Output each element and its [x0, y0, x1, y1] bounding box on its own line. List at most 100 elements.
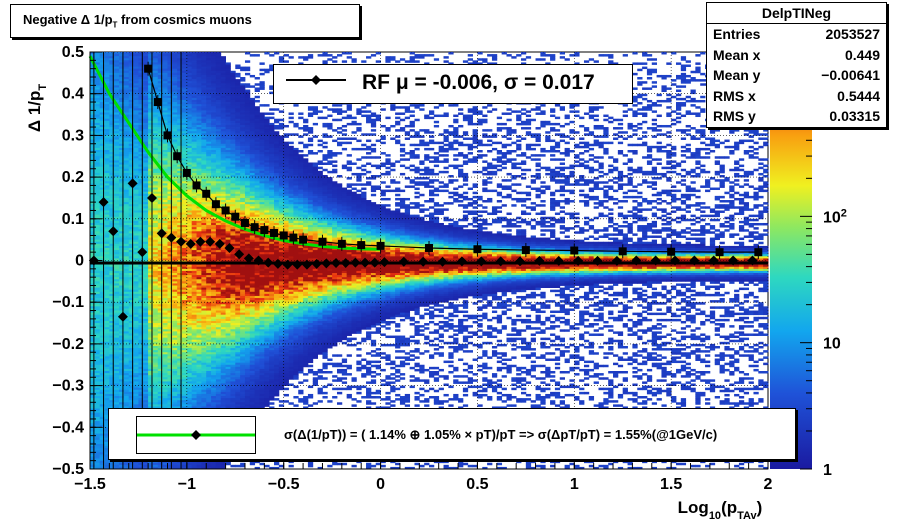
sigma-marker	[357, 241, 366, 250]
stats-row-mean-x: Mean x 0.449	[707, 45, 886, 66]
mean-marker	[611, 255, 622, 266]
sigma-marker	[279, 231, 288, 240]
resolution-legend-text: σ(Δ(1/pT)) = ( 1.14% ⊕ 1.05% × pT)/pT =>…	[284, 427, 718, 442]
stats-label: RMS y	[713, 108, 756, 125]
colorbar-label: 10	[823, 336, 841, 353]
sigma-marker	[299, 235, 308, 244]
sigma-marker	[153, 98, 162, 107]
mean-marker	[515, 256, 526, 267]
mean-marker	[146, 192, 157, 203]
colorbar-label: 102	[823, 207, 847, 226]
mean-marker	[253, 255, 264, 266]
sigma-marker	[144, 64, 153, 73]
title-box: Negative Δ 1/pT from cosmics muons	[10, 4, 360, 38]
chart-title: Negative Δ 1/pT from cosmics muons	[23, 12, 252, 30]
x-tick-label: 1	[570, 476, 579, 493]
sigma-marker	[570, 246, 579, 255]
mean-marker	[728, 255, 739, 266]
mean-marker	[166, 232, 177, 243]
x-tick-label: −1.5	[74, 476, 106, 493]
mean-marker	[108, 226, 119, 237]
fit-legend-marker	[286, 75, 346, 85]
sigma-marker	[376, 241, 385, 250]
sigma-marker	[667, 247, 676, 256]
mean-marker	[234, 249, 245, 260]
sigma-marker	[182, 168, 191, 177]
mean-marker	[398, 256, 409, 267]
stats-label: Mean y	[713, 67, 761, 84]
mean-marker	[747, 255, 758, 266]
x-tick-label: 2	[764, 476, 773, 493]
mean-marker	[476, 256, 487, 267]
resolution-legend-sample	[136, 416, 256, 454]
mean-marker	[214, 238, 225, 249]
sigma-marker	[715, 248, 724, 257]
mean-marker	[185, 238, 196, 249]
stats-label: Mean x	[713, 46, 761, 63]
sigma-marker	[221, 206, 230, 215]
mean-marker	[205, 236, 216, 247]
sigma-marker	[260, 226, 269, 235]
sigma-marker	[754, 248, 763, 257]
y-tick-label: −0.2	[52, 336, 84, 353]
sigma-marker	[231, 212, 240, 221]
mean-marker	[350, 257, 361, 268]
mean-marker	[311, 258, 322, 269]
sigma-marker	[163, 131, 172, 140]
stats-label: RMS x	[713, 87, 756, 104]
mean-marker	[689, 255, 700, 266]
mean-marker	[137, 247, 148, 258]
y-tick-label: −0.1	[52, 294, 84, 311]
colorbar-label: 1	[823, 462, 832, 479]
y-tick-label: 0.3	[62, 127, 84, 144]
grid-lines	[89, 51, 769, 470]
sigma-marker	[473, 245, 482, 254]
mean-marker	[156, 228, 167, 239]
sigma-marker	[240, 218, 249, 227]
x-tick-label: −1	[178, 476, 196, 493]
sigma-marker	[270, 228, 279, 237]
y-tick-label: −0.5	[52, 461, 84, 478]
y-tick-label: 0.4	[62, 86, 84, 103]
mean-marker	[437, 256, 448, 267]
y-tick-label: 0.1	[62, 211, 84, 228]
mean-marker	[456, 256, 467, 267]
mean-marker	[272, 258, 283, 269]
mean-marker	[708, 255, 719, 266]
mean-marker	[650, 255, 661, 266]
y-tick-label: 0	[75, 253, 84, 270]
sigma-marker	[192, 181, 201, 190]
sigma-marker	[318, 237, 327, 246]
mean-marker	[224, 242, 235, 253]
mean-marker	[98, 197, 109, 208]
stats-row-rms-y: RMS y 0.03315	[707, 106, 886, 127]
stats-box: DelpTINeg Entries 2053527 Mean x 0.449 Mea…	[706, 2, 887, 128]
stats-row-rms-x: RMS x 0.5444	[707, 86, 886, 107]
fit-legend-text: RF μ = -0.006, σ = 0.017	[362, 71, 595, 94]
mean-marker	[573, 255, 584, 266]
mean-marker	[592, 255, 603, 266]
mean-marker	[282, 259, 293, 270]
stats-value: −0.00641	[821, 67, 880, 84]
sigma-marker	[289, 233, 298, 242]
stats-row-entries: Entries 2053527	[707, 24, 886, 45]
y-tick-label: −0.3	[52, 378, 84, 395]
resolution-legend-box: σ(Δ(1/pT)) = ( 1.14% ⊕ 1.05% × pT)/pT =>…	[108, 408, 796, 460]
y-tick-label: 0.5	[62, 44, 84, 61]
stats-value: 0.449	[844, 46, 880, 63]
stats-value: 0.5444	[837, 87, 880, 104]
mean-marker	[127, 178, 138, 189]
mean-marker	[117, 311, 128, 322]
sigma-marker	[250, 223, 259, 232]
sigma-marker	[337, 239, 346, 248]
mean-marker	[670, 255, 681, 266]
x-tick-label: 0	[376, 476, 385, 493]
y-axis-label: Δ 1/pT	[25, 84, 49, 133]
fit-legend-box: RF μ = -0.006, σ = 0.017	[273, 64, 633, 104]
resolution-fit-curve	[88, 55, 381, 251]
mean-marker	[553, 255, 564, 266]
axes: −1.5 −1 −0.5 0 0.5 1 1.5 2 −0.5 −0.4 −0.3 −0.2 −0.1 0…	[52, 44, 772, 493]
data-markers	[88, 52, 763, 469]
y-tick-label: 0.2	[62, 169, 84, 186]
sigma-marker	[618, 247, 627, 256]
